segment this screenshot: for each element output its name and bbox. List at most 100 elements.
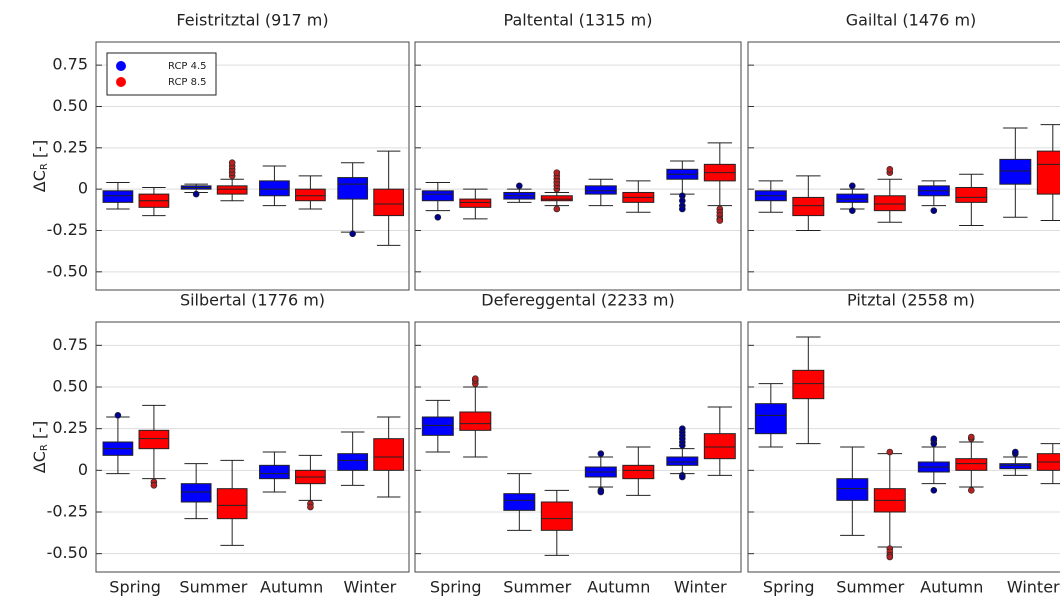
box: [955, 186, 988, 203]
box: [540, 195, 573, 202]
y-tick-label: 0.50: [52, 96, 88, 115]
outlier: [114, 412, 122, 419]
outlier: [553, 169, 561, 176]
box: [584, 185, 617, 195]
y-axis-label: ΔCR [-]: [30, 140, 51, 192]
legend-label: RCP 8.5: [168, 77, 207, 88]
box: [459, 411, 492, 431]
box: [180, 483, 212, 503]
box: [295, 188, 326, 202]
panel-title: Paltental (1315 m): [504, 11, 653, 30]
box: [836, 193, 869, 203]
outlier: [930, 487, 938, 494]
box: [955, 458, 988, 471]
box: [792, 369, 825, 400]
x-tick-label: Summer: [503, 578, 571, 596]
y-tick-label: 0: [78, 460, 88, 479]
outlier: [597, 488, 605, 496]
box: [999, 463, 1032, 470]
x-tick-label: Winter: [674, 578, 727, 596]
plot-frame: [414, 41, 742, 291]
x-tick-label: Winter: [1007, 578, 1060, 596]
y-axis-label-part: ΔC: [30, 170, 49, 192]
plot-frame: [747, 321, 1060, 573]
box: [873, 195, 906, 212]
panel-title: Silbertal (1776 m): [180, 291, 325, 310]
box: [259, 464, 290, 480]
outlier: [553, 205, 561, 213]
box: [337, 453, 369, 471]
y-axis-label-part: R: [39, 444, 50, 451]
outlier: [228, 159, 236, 166]
x-tick-label: Autumn: [920, 578, 983, 596]
box: [540, 501, 573, 531]
legend-marker: [116, 61, 126, 71]
box: [421, 190, 454, 202]
y-tick-label: 0.25: [52, 137, 88, 156]
outlier: [930, 435, 938, 442]
y-tick-label: -0.25: [47, 502, 88, 521]
outlier: [930, 207, 938, 214]
box: [1036, 150, 1060, 195]
outlier: [886, 448, 894, 456]
outlier: [716, 217, 724, 224]
box: [102, 190, 134, 203]
panel-title: Pitztal (2558 m): [847, 291, 975, 310]
y-tick-label: -0.50: [47, 543, 88, 562]
box: [703, 433, 736, 460]
box: [373, 438, 405, 471]
x-tick-label: Autumn: [587, 578, 650, 596]
outlier: [349, 230, 356, 238]
panel-title: Feistritztal (917 m): [176, 11, 328, 30]
outlier: [968, 487, 975, 494]
box: [999, 158, 1032, 185]
box: [459, 198, 492, 208]
y-tick-label: -0.25: [47, 220, 88, 239]
box: [421, 416, 454, 436]
x-tick-label: Autumn: [260, 578, 323, 596]
outlier: [516, 182, 523, 190]
x-tick-label: Winter: [344, 578, 397, 596]
outlier: [849, 207, 856, 214]
box: [259, 180, 290, 197]
x-tick-label: Spring: [763, 578, 815, 596]
box: [373, 188, 405, 217]
outlier: [150, 482, 158, 489]
y-axis-label-part: [-]: [30, 421, 49, 444]
x-tick-label: Summer: [836, 578, 904, 596]
legend-marker: [116, 77, 126, 87]
plot-background: [415, 322, 741, 572]
outlier: [849, 182, 856, 190]
box: [666, 456, 699, 466]
y-axis-label-part: [-]: [30, 140, 49, 163]
outlier: [968, 433, 975, 441]
y-tick-label: 0.50: [52, 377, 88, 396]
plot-frame: [95, 41, 410, 291]
y-tick-label: 0: [78, 179, 88, 198]
x-tick-label: Spring: [430, 578, 482, 596]
box: [216, 488, 248, 520]
outlier: [472, 375, 479, 382]
y-axis-label: ΔCR [-]: [30, 421, 51, 473]
box: [337, 177, 369, 200]
x-tick-label: Summer: [179, 578, 247, 596]
box: [216, 185, 248, 195]
plot-frame: [95, 321, 410, 573]
y-tick-label: 0.75: [52, 335, 88, 354]
box: [754, 403, 787, 435]
y-tick-label: 0.75: [52, 55, 88, 74]
outlier: [679, 425, 686, 432]
outlier: [307, 503, 314, 511]
panel-title: Defereggental (2233 m): [481, 291, 675, 310]
outlier: [1012, 448, 1019, 456]
outlier: [679, 205, 686, 213]
box: [622, 464, 655, 480]
box: [138, 429, 170, 450]
y-tick-label: 0.25: [52, 418, 88, 437]
box: [503, 493, 536, 511]
legend-box: [106, 52, 217, 96]
outlier: [886, 166, 894, 173]
box: [836, 478, 869, 501]
